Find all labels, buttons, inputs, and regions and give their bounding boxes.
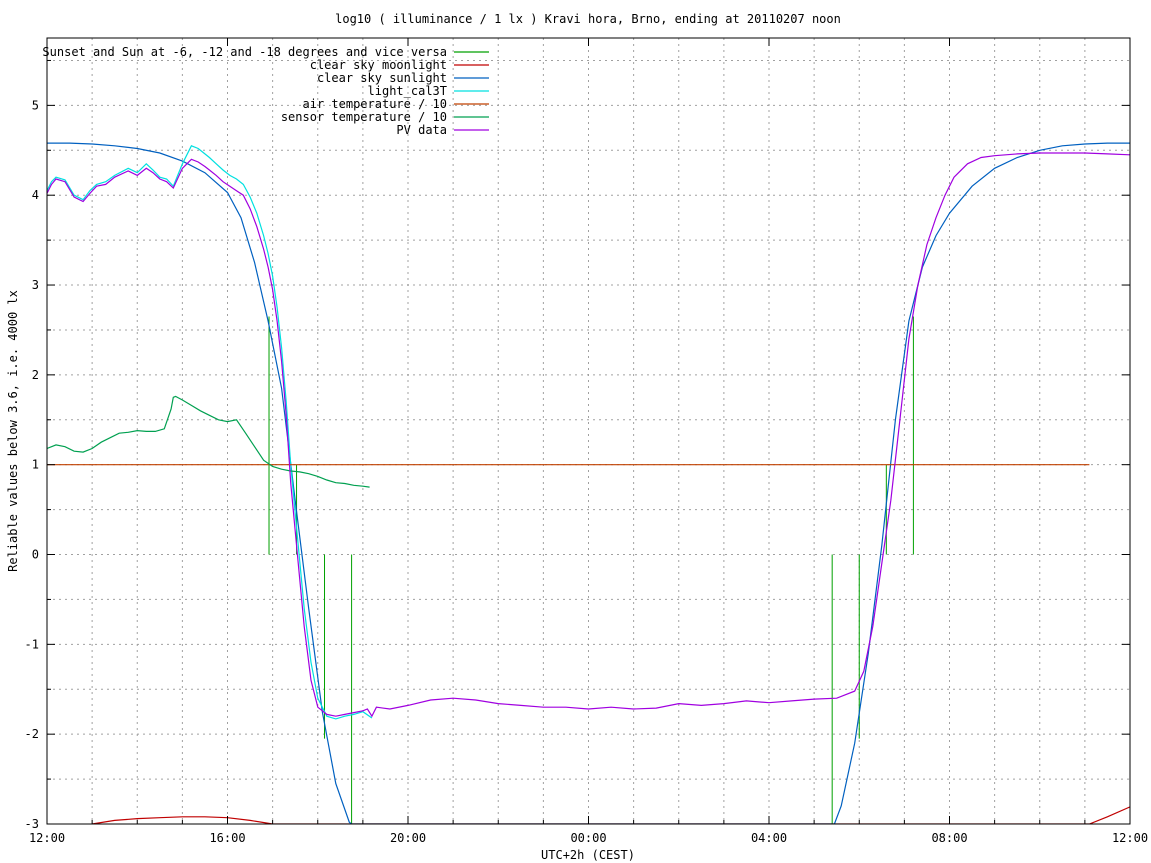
y-tick-label: 2 (32, 368, 39, 382)
legend-label: light_cal3T (368, 84, 447, 98)
legend-label: air temperature / 10 (303, 97, 448, 111)
y-tick-label: 5 (32, 98, 39, 112)
x-tick-label: 20:00 (390, 831, 426, 845)
plot-series (47, 142, 1130, 824)
y-tick-label: -3 (25, 817, 39, 831)
x-tick-label: 12:00 (29, 831, 65, 845)
chart-title: log10 ( illuminance / 1 lx ) Kravi hora,… (335, 12, 841, 26)
series-line-sensor-temperature-10 (47, 395, 370, 488)
legend-label: Sunset and Sun at -6, -12 and -18 degree… (42, 45, 447, 59)
y-tick-label: 1 (32, 458, 39, 472)
x-tick-label: 16:00 (209, 831, 245, 845)
y-tick-label: 0 (32, 548, 39, 562)
legend-label: PV data (396, 123, 447, 137)
y-tick-label: -2 (25, 727, 39, 741)
x-tick-label: 04:00 (751, 831, 787, 845)
x-tick-label: 00:00 (570, 831, 606, 845)
legend: Sunset and Sun at -6, -12 and -18 degree… (42, 45, 489, 137)
y-tick-label: -1 (25, 637, 39, 651)
legend-label: clear sky sunlight (317, 71, 447, 85)
series-line-clear-sky-moonlight (92, 806, 1130, 824)
x-axis-label: UTC+2h (CEST) (541, 848, 635, 862)
legend-label: sensor temperature / 10 (281, 110, 447, 124)
axis-ticks: 12:00 16:00 20:00 00:00 04:00 08:00 12:00-3-2-… (25, 38, 1148, 845)
x-tick-label: 08:00 (931, 831, 967, 845)
y-tick-label: 3 (32, 278, 39, 292)
y-tick-label: 4 (32, 188, 39, 202)
series-line-pv-data (47, 152, 1130, 718)
y-axis-label: Reliable values below 3.6, i.e. 4000 lx (6, 290, 20, 572)
series-line-clear-sky-sunlight (47, 142, 1130, 824)
legend-label: clear sky moonlight (310, 58, 447, 72)
x-tick-label: 12:00 (1112, 831, 1148, 845)
series-line-light-cal3t (47, 145, 373, 720)
